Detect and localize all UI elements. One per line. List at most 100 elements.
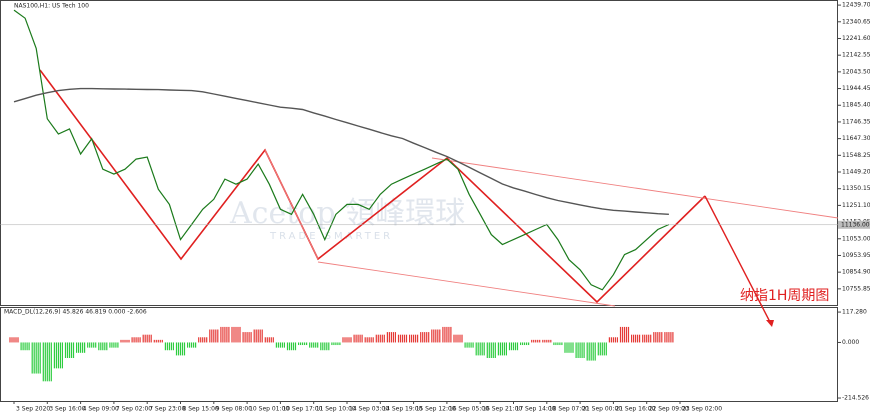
macd-bar: [597, 342, 599, 356]
macd-bar: [13, 337, 15, 343]
macd-bar: [275, 342, 277, 348]
macd-bar: [353, 334, 355, 343]
macd-bar: [200, 337, 202, 343]
macd-bar: [237, 326, 239, 343]
macd-bar: [124, 339, 126, 343]
macd-bar: [633, 334, 635, 343]
macd-bar: [159, 339, 161, 343]
y-tick-label: 11251.10: [842, 202, 870, 209]
macd-bar: [557, 342, 559, 346]
x-tick-label: 8 Sep 15:00: [183, 406, 219, 413]
macd-bar: [48, 342, 50, 382]
macd-bar: [516, 342, 519, 351]
macd-bar: [100, 342, 102, 351]
macd-bar: [520, 342, 522, 346]
last-price-label: 11136.00: [841, 221, 870, 228]
x-tick-label: 16 Sep 21:00: [482, 406, 522, 413]
macd-bar: [639, 334, 641, 343]
macd-bar: [17, 337, 19, 343]
macd-bar: [333, 342, 335, 346]
macd-bar: [483, 342, 485, 356]
macd-bar: [89, 342, 91, 348]
macd-title: MACD_DL(12,26,9) 45.826 46.819 0.000 -2.…: [4, 309, 147, 316]
macd-bar: [366, 337, 368, 343]
macd-bar: [233, 326, 235, 343]
macd-bar: [217, 329, 219, 343]
macd-bar: [590, 342, 592, 361]
macd-bar: [339, 342, 341, 346]
projection: [704, 195, 771, 323]
macd-bar: [559, 342, 561, 346]
macd-bar: [255, 329, 257, 343]
macd-bar: [348, 337, 350, 343]
macd-bar: [139, 337, 141, 343]
macd-bar: [623, 326, 626, 343]
macd-bar: [394, 332, 396, 343]
macd-bar: [286, 342, 289, 351]
macd-bar: [605, 342, 607, 356]
macd-bar: [342, 337, 344, 343]
macd-bar: [499, 342, 501, 356]
macd-bar: [11, 337, 13, 343]
annotation: 纳指1H周期图: [740, 288, 829, 304]
macd-bar: [264, 337, 266, 343]
macd-bar: [524, 342, 526, 346]
y-tick-label: 11350.15: [842, 185, 870, 192]
macd-bar: [670, 332, 672, 343]
chart-title: NAS100,H1: US Tech 100: [14, 3, 89, 10]
macd-bar: [266, 337, 268, 343]
macd-bar: [24, 342, 26, 351]
macd-bar: [488, 342, 490, 358]
macd-bar: [664, 332, 666, 343]
macd-bar: [183, 342, 186, 356]
macd-bar: [220, 326, 222, 343]
macd-bar: [646, 334, 648, 343]
macd-bar: [537, 339, 539, 343]
macd-bar: [542, 339, 544, 343]
macd-bar: [175, 342, 178, 356]
macd-bar: [588, 342, 590, 361]
macd-bar: [115, 342, 117, 348]
macd-bar: [59, 342, 61, 369]
macd-bar: [68, 342, 71, 358]
x-tick-label: 9 Sep 08:00: [216, 406, 252, 413]
macd-bar: [195, 342, 197, 348]
y-tick-label: 117.280: [842, 309, 867, 316]
macd-bar: [187, 342, 189, 348]
macd-bar: [657, 332, 659, 343]
macd-bar: [492, 342, 494, 358]
y-tick-label: 10953.95: [842, 252, 870, 259]
macd-bar: [625, 326, 628, 343]
macd-bar: [616, 337, 618, 343]
macd-bar: [277, 342, 279, 348]
macd-bar: [98, 342, 100, 351]
macd-bar: [281, 342, 283, 348]
macd-bar: [150, 334, 152, 343]
macd-bar: [55, 342, 57, 369]
price-line: [13, 9, 670, 291]
macd-bar: [80, 342, 82, 353]
macd-bar: [512, 342, 515, 351]
macd-bar: [661, 332, 663, 343]
main-frame: [0, 0, 838, 306]
macd-bar: [472, 342, 474, 348]
macd-bar: [31, 342, 33, 374]
macd-bar: [583, 342, 585, 358]
macd-bar: [383, 334, 385, 343]
macd-bar: [155, 339, 157, 343]
channel-link: [264, 149, 319, 260]
macd-bar: [553, 342, 555, 346]
y-tick-label: 11449.20: [842, 169, 870, 176]
macd-bar: [505, 342, 507, 356]
macd-bar: [181, 342, 184, 356]
macd-bar: [411, 334, 413, 343]
macd-bar: [133, 337, 135, 343]
macd-bar: [619, 326, 622, 343]
macd-bar: [95, 342, 97, 348]
macd-bar: [272, 337, 274, 343]
macd-bar: [168, 342, 170, 351]
macd-bar: [246, 332, 248, 343]
x-tick-label: 7 Sep 02:00: [116, 406, 152, 413]
macd-bar: [355, 334, 357, 343]
macd-bar: [448, 326, 450, 343]
